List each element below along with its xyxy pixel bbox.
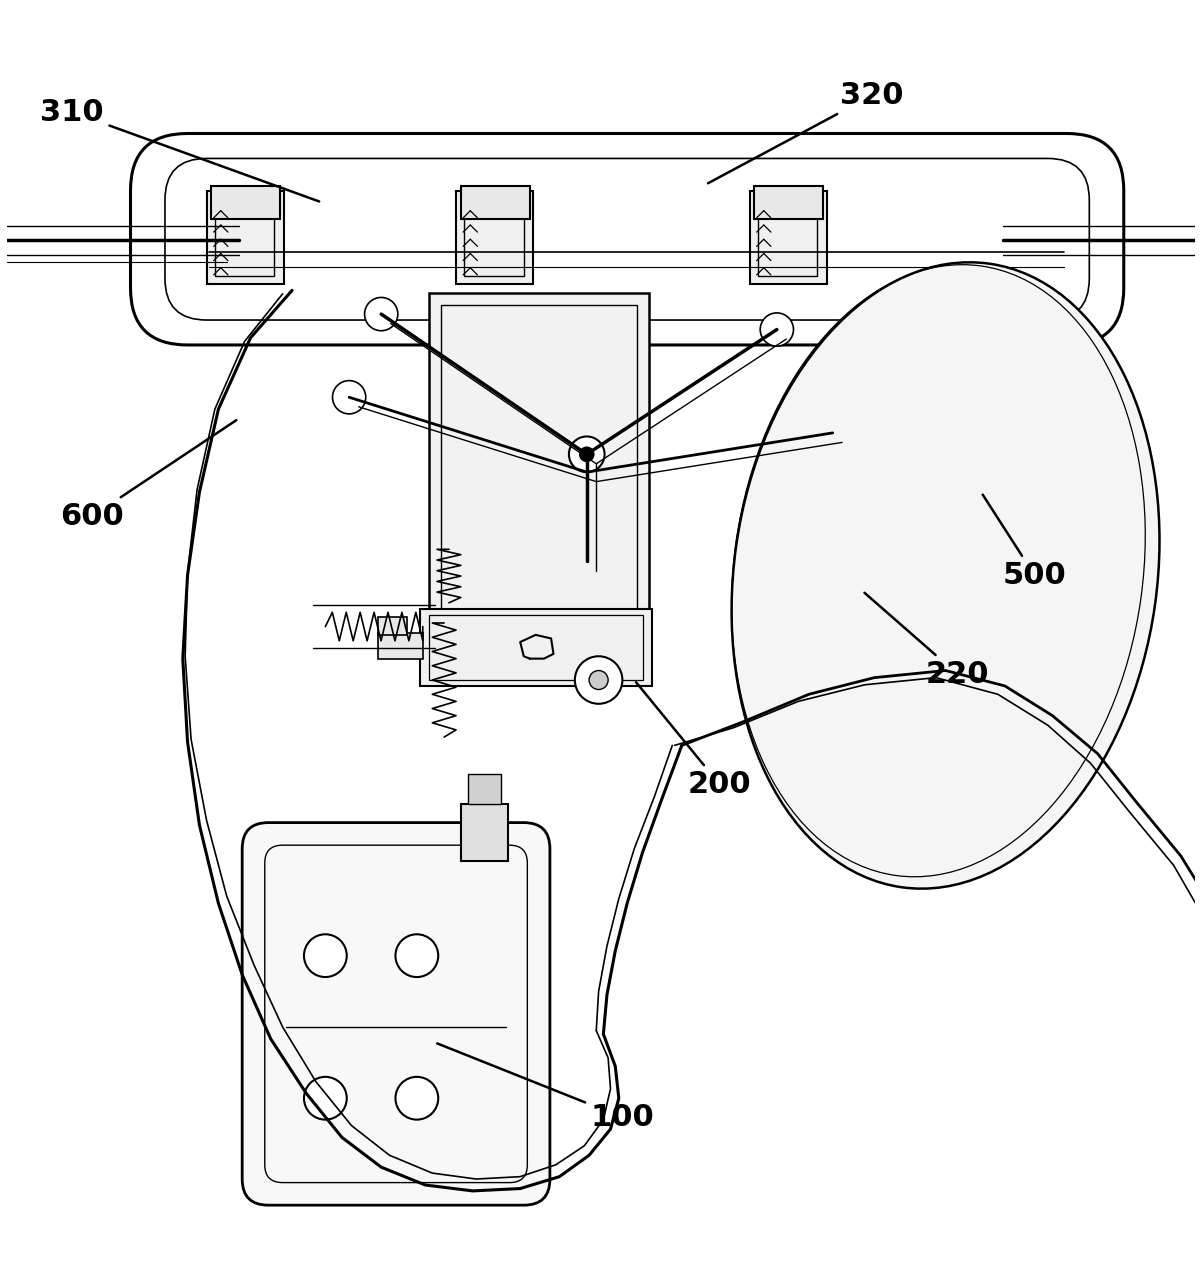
Bar [429,615,643,681]
Bar [441,305,637,611]
Text: 100: 100 [438,1044,654,1132]
Circle shape [835,721,877,763]
Circle shape [816,416,850,449]
Circle shape [304,935,346,977]
Circle shape [395,1077,439,1120]
Circle shape [575,657,623,703]
Bar [750,191,827,285]
Circle shape [304,1077,346,1120]
Circle shape [364,297,398,330]
Circle shape [569,436,605,472]
Bar [207,191,284,285]
Circle shape [579,447,594,462]
Bar [421,608,653,686]
Circle shape [948,543,1014,608]
Text: 310: 310 [41,97,320,201]
Bar [429,292,649,622]
Circle shape [883,660,936,712]
Bar [215,199,274,276]
Bar [212,186,280,219]
Bar [757,199,817,276]
Text: 220: 220 [864,593,989,688]
Circle shape [801,447,825,471]
Bar [468,774,501,803]
Circle shape [892,419,963,490]
FancyBboxPatch shape [242,822,549,1206]
Text: 500: 500 [983,495,1066,589]
Bar [460,803,508,860]
Bar [460,186,530,219]
Bar [755,186,823,219]
Text: 320: 320 [708,81,904,183]
Bar [377,617,407,635]
Bar [377,632,423,659]
Bar [456,191,534,285]
Circle shape [395,935,439,977]
Ellipse shape [732,262,1160,888]
Circle shape [589,670,608,689]
Bar [464,199,524,276]
Text: 200: 200 [636,682,751,799]
Text: 600: 600 [60,420,237,530]
Circle shape [333,381,365,414]
FancyBboxPatch shape [131,134,1124,345]
Circle shape [760,312,793,347]
Bar [785,447,839,472]
